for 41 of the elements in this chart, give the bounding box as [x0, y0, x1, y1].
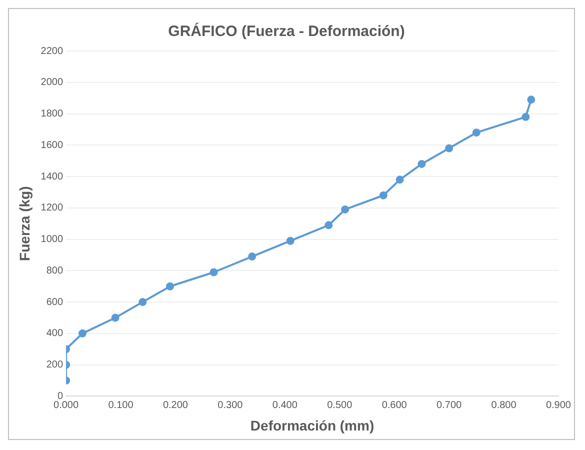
point — [324, 221, 333, 230]
point — [341, 205, 350, 214]
y-tick-label: 2200 — [40, 46, 64, 57]
y-tick-label: 2000 — [40, 77, 64, 88]
y-tick-label: 1400 — [40, 171, 64, 182]
y-tick-label: 800 — [46, 265, 64, 276]
x-tick-label: 0.200 — [162, 400, 188, 411]
y-tick-label: 400 — [46, 328, 64, 340]
chart-title: GRÁFICO (Fuerza - Deformación) — [168, 22, 405, 40]
x-tick-label: 0.700 — [436, 400, 462, 411]
y-tick-label: 1000 — [40, 234, 64, 246]
point — [78, 329, 86, 338]
x-axis-title: Deformación (mm) — [250, 417, 374, 434]
y-axis-title: Fuerza (kg) — [16, 186, 32, 261]
point — [396, 176, 404, 184]
point — [445, 144, 454, 152]
x-tick-label: 0.000 — [54, 400, 79, 411]
y-tick-label: 0 — [57, 390, 64, 402]
point — [111, 314, 120, 322]
x-tick-label: 0.600 — [382, 400, 408, 411]
x-tick-label: 0.300 — [218, 400, 244, 411]
x-tick-label: 0.900 — [546, 400, 572, 411]
point — [210, 268, 218, 276]
point — [286, 236, 294, 245]
y-tick-label: 1800 — [40, 108, 64, 120]
point — [472, 128, 480, 137]
x-tick-label: 0.800 — [491, 400, 517, 411]
point — [527, 96, 536, 104]
point — [138, 298, 147, 306]
y-tick-label: 600 — [46, 296, 64, 308]
y-tick-label: 200 — [46, 360, 64, 371]
point — [248, 252, 256, 261]
point — [418, 160, 426, 168]
y-tick-label: 1600 — [40, 140, 64, 151]
y-tick-label: 1200 — [40, 202, 64, 214]
x-tick-label: 0.400 — [272, 400, 298, 411]
x-tick-label: 0.500 — [327, 400, 353, 411]
point — [522, 112, 530, 121]
point — [166, 282, 174, 290]
point — [379, 191, 388, 200]
x-tick-label: 0.100 — [108, 400, 134, 411]
